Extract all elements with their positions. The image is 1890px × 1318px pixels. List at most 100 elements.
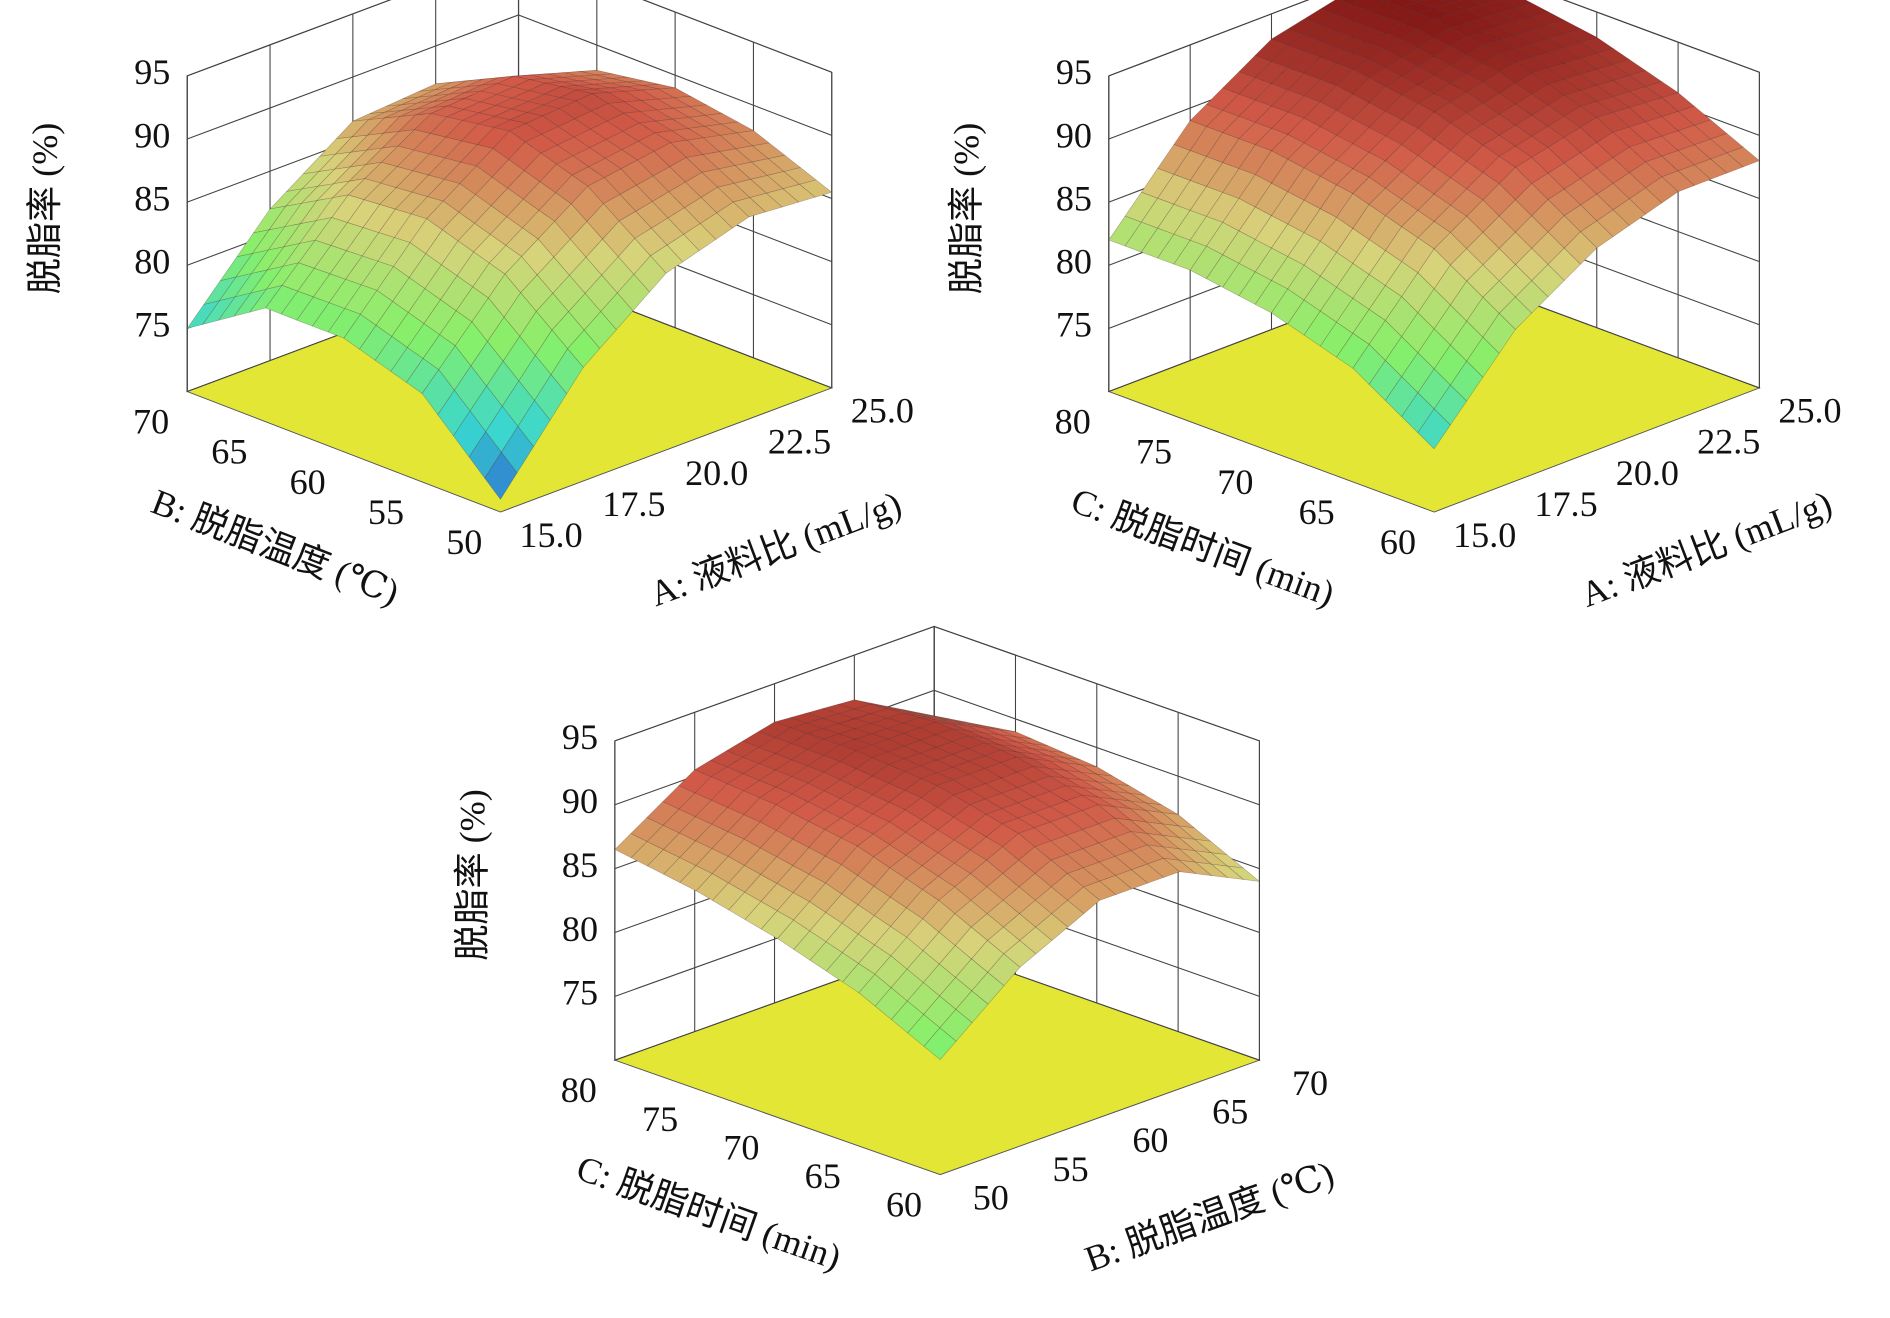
- surface-patch: [1065, 770, 1098, 783]
- y-tick-label: 75: [1136, 432, 1172, 472]
- x-tick-label: 20.0: [685, 453, 748, 493]
- y-tick-label: 55: [368, 492, 404, 532]
- surface-patch: [1130, 863, 1165, 884]
- surface-patch: [1049, 785, 1083, 802]
- surface-patch: [1693, 158, 1728, 180]
- surface-patch: [744, 901, 778, 930]
- surface-patch: [458, 194, 492, 224]
- surface-patch: [552, 274, 586, 313]
- surface-patch: [432, 92, 466, 102]
- surface-patch: [1189, 103, 1224, 128]
- surface-patch: [332, 164, 367, 185]
- surface-patch: [1368, 285, 1403, 321]
- surface-patch: [983, 749, 1018, 764]
- surface-patch: [1449, 112, 1484, 135]
- surface-patch: [359, 324, 393, 361]
- surface-patch: [1066, 867, 1101, 888]
- surface-patch: [1033, 766, 1066, 779]
- surface-patch: [456, 251, 490, 288]
- surface-patch: [468, 431, 502, 479]
- surface-patch: [1596, 183, 1630, 211]
- surface-patch: [587, 177, 621, 205]
- surface-patch: [1433, 64, 1468, 84]
- surface-patch: [1032, 753, 1065, 764]
- surface-patch: [455, 286, 489, 323]
- surface-patch: [1384, 22, 1419, 40]
- surface-patch: [500, 425, 534, 474]
- surface-patch: [423, 299, 457, 336]
- surface-patch: [421, 369, 455, 416]
- surface-patch: [401, 95, 435, 105]
- x-tick-label: 15.0: [1453, 515, 1516, 555]
- surface-patch: [440, 240, 475, 277]
- surface-patch: [1049, 815, 1084, 836]
- surface-patch: [759, 804, 793, 831]
- surface-patch: [428, 136, 463, 159]
- surface-patch: [1579, 52, 1614, 70]
- surface-patch: [301, 168, 336, 190]
- surface-patch: [489, 216, 523, 246]
- surface-patch: [886, 733, 921, 747]
- surface-patch: [586, 203, 620, 240]
- surface-patch: [359, 289, 394, 326]
- surface-patch: [1401, 127, 1435, 157]
- surface-patch: [710, 766, 744, 785]
- surface-patch: [919, 759, 954, 774]
- z-tick-label: 75: [134, 305, 170, 345]
- surface-patch: [1612, 198, 1647, 226]
- surface-patch: [952, 761, 986, 775]
- surface-patch: [424, 264, 458, 301]
- surface-patch: [822, 733, 857, 746]
- surface-patch: [871, 751, 906, 765]
- surface-patch: [507, 170, 541, 200]
- surface-patch: [390, 347, 424, 383]
- z-tick-label: 95: [1056, 52, 1092, 92]
- y-tick-label: 80: [1055, 402, 1091, 442]
- surface-patch: [955, 958, 989, 992]
- surface-patch: [1032, 775, 1067, 792]
- surface-patch: [903, 712, 936, 721]
- x-tick-label: 22.5: [1697, 422, 1760, 462]
- surface-patch: [906, 918, 940, 952]
- surface-patch: [1384, 261, 1419, 298]
- surface-patch: [1033, 791, 1067, 807]
- surface-patch: [1108, 215, 1142, 247]
- surface-patch: [414, 113, 448, 134]
- surface-patch: [1205, 254, 1240, 288]
- surface-patch: [1002, 832, 1036, 861]
- surface-patch: [589, 139, 623, 159]
- surface-patch: [589, 120, 624, 140]
- surface-patch: [951, 748, 986, 762]
- surface-patch: [444, 140, 478, 163]
- surface-patch: [402, 89, 435, 100]
- surface-patch: [400, 101, 434, 111]
- surface-patch: [1001, 802, 1035, 819]
- surface-patch: [1205, 110, 1240, 134]
- surface-patch: [825, 893, 859, 924]
- surface-patch: [469, 385, 503, 433]
- surface-patch: [502, 335, 536, 382]
- surface-patch: [524, 133, 558, 154]
- chart-panel: 75 80 85 90 95 15.0 17.5 20.0 22.5 25.0 60 65 70 75 80…: [947, 0, 1842, 615]
- surface-patch: [406, 323, 441, 359]
- surface-patch: [520, 274, 554, 312]
- surface-patch: [521, 209, 556, 240]
- surface-patch: [541, 108, 576, 127]
- surface-patch: [1130, 844, 1164, 865]
- surface-patch: [1319, 216, 1354, 253]
- surface-patch: [792, 820, 826, 848]
- surface-patch: [501, 380, 535, 427]
- surface-patch: [440, 275, 474, 312]
- x-tick-label: 25.0: [1778, 391, 1841, 431]
- surface-patch: [1018, 873, 1052, 901]
- surface-patch: [547, 72, 580, 78]
- surface-patch: [484, 451, 518, 500]
- surface-patch: [563, 71, 596, 77]
- surface-patch: [1002, 913, 1037, 941]
- x-axis-title: B: 脱脂温度 (℃): [1080, 1153, 1339, 1279]
- surface-patch: [457, 222, 491, 253]
- surface-patch: [887, 745, 922, 760]
- surface-patch: [954, 926, 988, 960]
- z-tick-label: 80: [134, 242, 170, 282]
- surface-patch: [857, 915, 891, 946]
